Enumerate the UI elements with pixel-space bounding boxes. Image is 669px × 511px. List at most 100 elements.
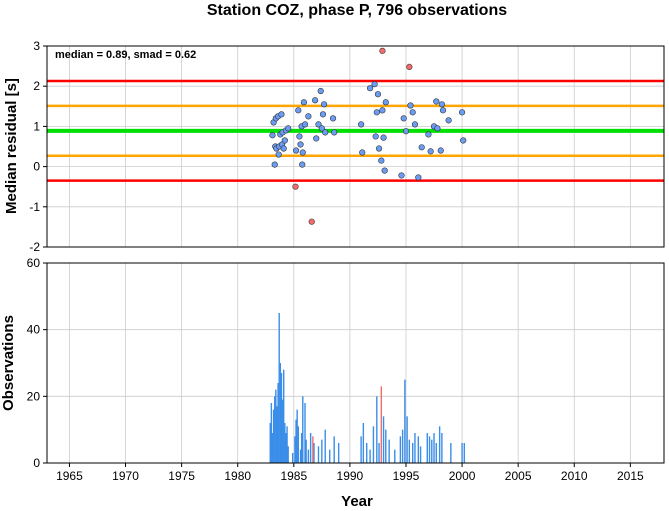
observation-bar xyxy=(362,423,365,463)
observation-bar xyxy=(297,426,299,463)
residual-point xyxy=(318,125,325,132)
observation-bar xyxy=(324,429,326,463)
observation-bar xyxy=(270,403,273,463)
residual-y-ticks: -2 -1 0 1 2 3 xyxy=(29,39,47,254)
observation-bar xyxy=(419,446,422,463)
y-tick-label: -2 xyxy=(29,240,40,254)
residual-point xyxy=(425,131,432,138)
observation-bar xyxy=(378,443,380,463)
observation-bar xyxy=(283,369,285,463)
residual-point xyxy=(402,128,410,135)
residual-point xyxy=(366,85,374,92)
residual-point xyxy=(320,101,328,108)
observation-bar xyxy=(337,443,340,463)
residual-annotation: median = 0.89, smad = 0.62 xyxy=(55,49,196,61)
observations-y-axis-label: Observations xyxy=(0,315,17,411)
observation-bar xyxy=(313,443,315,463)
x-tick-label: 2015 xyxy=(617,469,644,483)
observation-bar xyxy=(426,433,428,463)
residual-point xyxy=(297,141,304,148)
observation-bar xyxy=(406,416,408,463)
observation-bar xyxy=(461,443,463,463)
observation-bar xyxy=(280,373,283,463)
observation-bar xyxy=(408,439,411,463)
residual-point xyxy=(299,161,306,168)
x-tick-label: 2000 xyxy=(449,469,476,483)
residual-panel: -2 -1 0 1 2 3 median = 0.89, smad = 0.62 Medi… xyxy=(3,39,665,254)
observation-bar xyxy=(299,449,302,463)
y-tick-label: 0 xyxy=(33,456,40,470)
residual-plot-frame xyxy=(46,45,665,248)
observation-bar xyxy=(296,409,298,463)
residual-point xyxy=(418,144,425,151)
x-tick-label: 1995 xyxy=(393,469,420,483)
observation-bar xyxy=(275,389,277,463)
observation-bar xyxy=(333,436,335,463)
observation-bar xyxy=(317,446,320,463)
residual-point xyxy=(371,81,378,88)
observation-bar xyxy=(272,409,275,463)
residual-point xyxy=(275,151,282,158)
observation-bar xyxy=(450,443,452,463)
observation-bar xyxy=(385,429,387,463)
observation-bar xyxy=(274,396,276,463)
residual-reference-lines xyxy=(47,79,664,182)
y-tick-label: 3 xyxy=(33,39,40,53)
x-tick-label: 2005 xyxy=(505,469,532,483)
residual-point xyxy=(460,137,467,144)
residual-point xyxy=(381,167,388,174)
residual-point xyxy=(295,107,302,114)
chart-title: Station COZ, phase P, 796 observations xyxy=(207,2,507,19)
observation-bar xyxy=(269,423,271,463)
residual-point xyxy=(382,99,389,106)
y-tick-label: 0 xyxy=(33,160,40,174)
observation-bar xyxy=(321,439,323,463)
residual-point xyxy=(433,98,440,105)
observation-bar xyxy=(428,436,431,463)
residual-point xyxy=(379,107,386,114)
observation-bar xyxy=(404,379,406,463)
observation-bar xyxy=(366,443,368,463)
observation-bar xyxy=(309,433,312,463)
residual-point xyxy=(322,129,329,136)
observation-bar xyxy=(279,363,282,463)
residual-point xyxy=(358,121,365,128)
residual-point xyxy=(438,101,445,108)
observation-bar xyxy=(417,436,420,463)
observation-bar xyxy=(369,449,371,463)
observation-bar xyxy=(281,399,284,463)
residual-point xyxy=(308,218,315,225)
residual-point xyxy=(301,121,309,128)
observations-x-ticks: 1965 1970 1975 1980 1985 1990 1995 2000 2005 2010… xyxy=(56,463,644,483)
x-axis-label: Year xyxy=(341,493,373,510)
observation-bar xyxy=(328,449,331,463)
residual-point xyxy=(380,134,387,141)
observation-bar xyxy=(307,449,310,463)
x-tick-label: 1975 xyxy=(168,469,195,483)
residual-plot-area xyxy=(47,46,664,247)
residual-point xyxy=(317,87,324,95)
observation-bar xyxy=(382,416,385,463)
residual-point xyxy=(400,115,407,122)
x-tick-label: 1985 xyxy=(280,469,307,483)
residual-point xyxy=(437,147,444,154)
residual-point xyxy=(300,99,307,106)
residual-point xyxy=(434,125,441,132)
observations-y-ticks: 0 20 40 60 xyxy=(27,256,47,470)
residual-point xyxy=(439,107,447,114)
observation-bar xyxy=(304,403,306,463)
y-tick-label: 20 xyxy=(27,389,41,403)
residual-point xyxy=(331,129,338,136)
residual-point xyxy=(407,102,414,109)
residual-point xyxy=(285,125,292,132)
observations-bars xyxy=(269,313,466,463)
x-tick-label: 2010 xyxy=(561,469,588,483)
residual-point xyxy=(315,121,322,128)
residual-point xyxy=(427,148,434,155)
observation-bar xyxy=(302,396,304,463)
residual-point xyxy=(319,111,327,118)
observation-bar xyxy=(412,443,414,463)
residual-point xyxy=(373,109,380,116)
residual-point xyxy=(374,91,382,98)
